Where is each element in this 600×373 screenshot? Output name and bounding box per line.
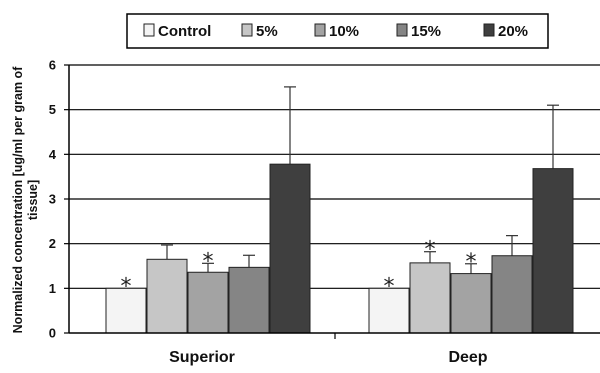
y-tick-label: 4 (49, 147, 57, 162)
bar (228, 266, 270, 334)
bars: * * * * * (105, 86, 574, 334)
bar (368, 287, 410, 334)
legend-swatch (143, 23, 155, 37)
y-tick-label: 2 (49, 236, 56, 251)
y-axis-title-line-2: tissue] (26, 180, 40, 220)
y-tick-label: 1 (49, 281, 56, 296)
legend-swatch (241, 23, 253, 37)
bar (532, 168, 574, 334)
legend-box (126, 13, 549, 49)
bar (187, 271, 229, 334)
significance-star: * (466, 250, 477, 275)
bar (450, 273, 492, 334)
y-axis-title-line-1: Normalized concentration [ug/ml per gram… (11, 66, 25, 334)
y-tick-label: 6 (49, 58, 56, 73)
legend-swatch (396, 23, 408, 37)
significance-star: * (384, 274, 395, 299)
category-label-superior: Superior (169, 349, 235, 366)
legend-label: 20% (498, 23, 528, 40)
legend-label: Control (158, 23, 211, 40)
legend-label: 10% (329, 23, 359, 40)
y-tick-label: 3 (49, 192, 56, 207)
y-axis-title: Normalized concentration [ug/ml per gram… (11, 66, 40, 334)
bar (146, 258, 188, 334)
y-tick-label: 0 (49, 326, 56, 341)
legend: Control 5% 10% 15% 20% (126, 13, 549, 49)
category-labels: Superior Deep (169, 349, 488, 366)
legend-label: 15% (411, 23, 441, 40)
legend-swatch (314, 23, 326, 37)
legend-label: 5% (256, 23, 278, 40)
bar (269, 163, 311, 334)
y-ticks: 0 1 2 3 4 5 6 (49, 58, 69, 341)
gridlines (69, 64, 600, 289)
bar (491, 255, 533, 334)
bar (409, 262, 451, 334)
y-tick-label: 5 (49, 102, 56, 117)
significance-star: * (425, 238, 436, 263)
significance-star: * (121, 274, 132, 299)
category-label-deep: Deep (448, 349, 487, 366)
significance-star: * (203, 249, 214, 274)
legend-swatch (483, 23, 495, 37)
